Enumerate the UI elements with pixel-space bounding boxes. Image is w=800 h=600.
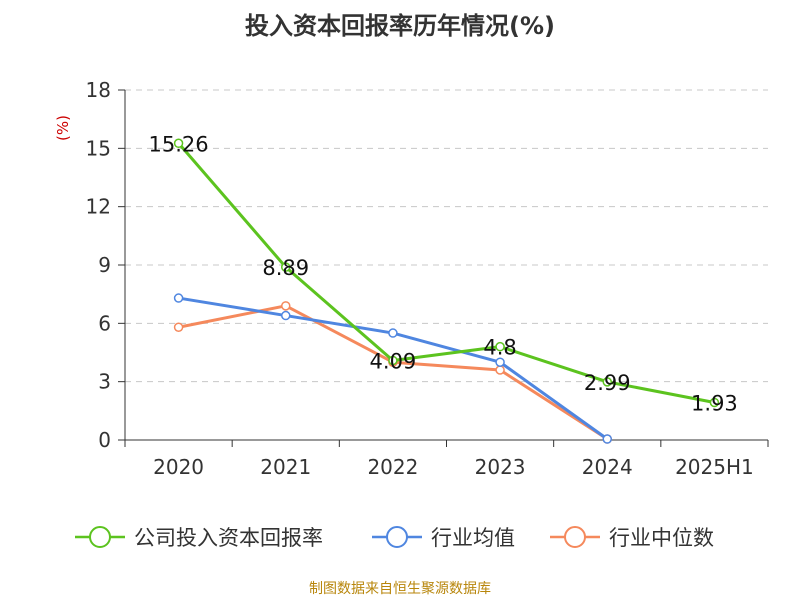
x-tick-label: 2023 — [475, 455, 526, 479]
y-tick-label: 9 — [98, 253, 111, 277]
data-point[interactable] — [495, 365, 505, 375]
data-point[interactable] — [602, 434, 612, 444]
data-point[interactable] — [281, 262, 291, 272]
data-point[interactable] — [388, 355, 398, 366]
series-group — [173, 138, 720, 444]
data-point[interactable] — [495, 357, 505, 367]
x-axis-ticks: 2020 2021 2022 2023 2024 2025H1 — [124, 440, 769, 479]
chart-title: 投入资本回报率历年情况(%) — [245, 12, 555, 40]
y-tick-label: 0 — [98, 428, 111, 452]
legend-item[interactable]: 行业均值 — [372, 526, 515, 550]
data-label: 15.26 — [149, 132, 209, 156]
y-tick-label: 15 — [86, 136, 111, 160]
legend-label: 行业中位数 — [609, 526, 714, 550]
data-label: 4.09 — [370, 349, 417, 373]
legend-item[interactable]: 公司投入资本回报率 — [75, 526, 323, 550]
data-point[interactable] — [173, 322, 184, 332]
data-point[interactable] — [495, 341, 505, 352]
x-tick-label: 2021 — [260, 455, 311, 479]
data-point[interactable] — [709, 397, 720, 408]
y-axis-label: (%) — [54, 115, 72, 141]
source-note: 制图数据来自恒生聚源数据库 — [309, 581, 491, 597]
legend[interactable]: 公司投入资本回报率 行业均值 行业中位数 — [75, 526, 714, 550]
x-tick-label: 2024 — [582, 455, 633, 479]
y-tick-label: 12 — [86, 195, 111, 219]
legend-item[interactable]: 行业中位数 — [550, 526, 714, 550]
data-label: 1.93 — [691, 391, 738, 415]
data-label: 2.99 — [584, 371, 631, 395]
data-labels: 15.26 8.89 4.09 4.8 2.99 1.93 — [149, 132, 738, 415]
y-tick-label: 18 — [86, 78, 111, 102]
y-axis-ticks: 0 3 6 9 12 15 18 — [86, 78, 125, 452]
legend-marker-icon — [386, 526, 408, 548]
data-point[interactable] — [281, 310, 291, 321]
series-line — [177, 142, 715, 404]
data-point[interactable] — [173, 293, 184, 303]
data-point[interactable] — [173, 138, 184, 149]
legend-label: 行业均值 — [431, 526, 515, 550]
data-point[interactable] — [602, 377, 612, 387]
x-tick-label: 2020 — [153, 455, 204, 479]
x-tick-label: 2022 — [367, 455, 418, 479]
grid-lines — [125, 89, 768, 383]
data-point[interactable] — [388, 328, 398, 338]
y-tick-label: 3 — [98, 370, 111, 394]
legend-marker-icon — [564, 526, 586, 548]
x-tick-label: 2025H1 — [675, 455, 754, 479]
data-label: 4.8 — [483, 336, 516, 360]
data-point[interactable] — [281, 301, 291, 311]
legend-label: 公司投入资本回报率 — [134, 526, 323, 550]
legend-marker-icon — [89, 526, 111, 548]
data-label: 8.89 — [262, 256, 309, 280]
y-tick-label: 6 — [98, 311, 111, 335]
